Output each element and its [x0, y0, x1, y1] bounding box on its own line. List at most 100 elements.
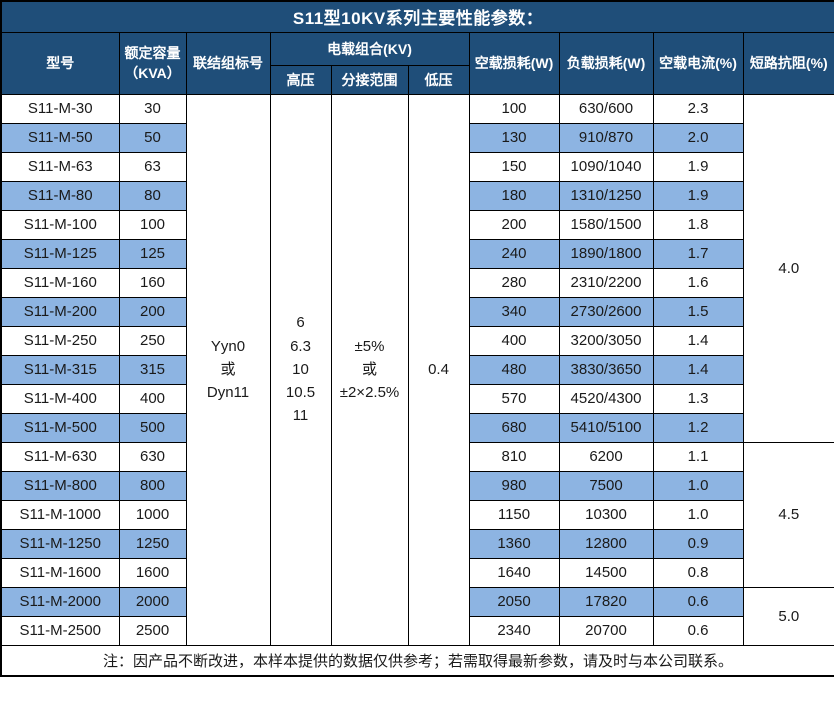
load-loss-cell: 10300 — [558, 499, 654, 530]
model-cell: S11-M-100 — [0, 209, 120, 240]
model-cell: S11-M-125 — [0, 238, 120, 269]
table-row: S11-M-315 315 480 3830/3650 1.4 — [0, 354, 834, 385]
load-loss-cell: 2310/2200 — [558, 267, 654, 298]
impedance-cell: 4.5 — [742, 441, 834, 588]
load-loss-cell: 1890/1800 — [558, 238, 654, 269]
spec-table: S11型10KV系列主要性能参数： 型号 额定容量 （KVA） 联结组标号 电载… — [0, 0, 834, 677]
capacity-cell: 160 — [118, 267, 187, 298]
capacity-cell: 500 — [118, 412, 187, 443]
load-loss-cell: 3830/3650 — [558, 354, 654, 385]
hv-cell-line: 11 — [292, 407, 309, 425]
hv-cell: 6 6.3 10 10.5 11 — [269, 93, 332, 646]
page-title: S11型10KV系列主要性能参数： — [0, 0, 834, 33]
table-row: S11-M-400 400 570 4520/4300 1.3 — [0, 383, 834, 414]
load-loss-cell: 20700 — [558, 615, 654, 646]
capacity-cell: 30 — [118, 93, 187, 124]
load-loss-cell: 630/600 — [558, 93, 654, 124]
no-load-loss-cell: 240 — [468, 238, 560, 269]
load-loss-cell: 1310/1250 — [558, 180, 654, 211]
impedance-cell: 5.0 — [742, 586, 834, 646]
model-cell: S11-M-2500 — [0, 615, 120, 646]
table-row: S11-M-2500 2500 2340 20700 0.6 — [0, 615, 834, 646]
model-cell: S11-M-1600 — [0, 557, 120, 588]
no-load-current-cell: 1.2 — [652, 412, 744, 443]
no-load-current-cell: 1.6 — [652, 267, 744, 298]
no-load-loss-cell: 1150 — [468, 499, 560, 530]
no-load-loss-cell: 480 — [468, 354, 560, 385]
model-cell: S11-M-315 — [0, 354, 120, 385]
title-row: S11型10KV系列主要性能参数： — [0, 0, 834, 33]
no-load-loss-cell: 1640 — [468, 557, 560, 588]
table-row: S11-M-800 800 980 7500 1.0 — [0, 470, 834, 501]
no-load-current-cell: 1.7 — [652, 238, 744, 269]
no-load-current-cell: 0.6 — [652, 586, 744, 617]
capacity-cell: 250 — [118, 325, 187, 356]
header-row-2: 高压 分接范围 低压 — [1, 64, 834, 95]
column-header-capacity: 额定容量 （KVA） — [118, 31, 187, 95]
no-load-current-cell: 0.9 — [652, 528, 744, 559]
table-row: S11-M-160 160 280 2310/2200 1.6 — [0, 267, 834, 298]
column-header-voltage-combo: 电载组合(KV) — [269, 31, 470, 66]
no-load-current-cell: 1.0 — [652, 499, 744, 530]
table-row: S11-M-50 50 130 910/870 2.0 — [0, 122, 834, 153]
model-cell: S11-M-800 — [0, 470, 120, 501]
spec-table-body: S11-M-30 30 Yyn0 或 Dyn11 6 6.3 10 10.5 11 ±5% 或 ±2×2… — [0, 93, 834, 646]
hv-cell-line: 6.3 — [290, 337, 311, 355]
no-load-current-cell: 1.4 — [652, 354, 744, 385]
capacity-cell: 630 — [118, 441, 187, 472]
no-load-current-cell: 0.8 — [652, 557, 744, 588]
no-load-loss-cell: 280 — [468, 267, 560, 298]
capacity-cell: 63 — [118, 151, 187, 182]
model-cell: S11-M-160 — [0, 267, 120, 298]
model-cell: S11-M-1000 — [0, 499, 120, 530]
capacity-cell: 1600 — [118, 557, 187, 588]
capacity-cell: 50 — [118, 122, 187, 153]
capacity-cell: 1000 — [118, 499, 187, 530]
model-cell: S11-M-30 — [0, 93, 120, 124]
no-load-current-cell: 1.1 — [652, 441, 744, 472]
note-row: 注：因产品不断改进，本样本提供的数据仅供参考；若需取得最新参数，请及时与本公司联… — [0, 644, 834, 677]
table-row: S11-M-1250 1250 1360 12800 0.9 — [0, 528, 834, 559]
no-load-current-cell: 1.9 — [652, 151, 744, 182]
capacity-cell: 315 — [118, 354, 187, 385]
lv-cell: 0.4 — [407, 93, 470, 646]
header-row-1: 型号 额定容量 （KVA） 联结组标号 电载组合(KV) 空载损耗(W) 负载损… — [0, 31, 834, 95]
capacity-cell: 400 — [118, 383, 187, 414]
no-load-current-cell: 2.0 — [652, 122, 744, 153]
capacity-cell: 2000 — [118, 586, 187, 617]
table-row: S11-M-630 630 810 6200 1.1 4.5 — [0, 441, 834, 588]
no-load-current-cell: 1.0 — [652, 470, 744, 501]
load-loss-cell: 910/870 — [558, 122, 654, 153]
table-row: S11-M-100 100 200 1580/1500 1.8 — [0, 209, 834, 240]
table-row: S11-M-63 63 150 1090/1040 1.9 — [0, 151, 834, 182]
no-load-loss-cell: 200 — [468, 209, 560, 240]
load-loss-cell: 6200 — [558, 441, 654, 472]
load-loss-cell: 14500 — [558, 557, 654, 588]
column-header-hv: 高压 — [269, 64, 332, 95]
model-cell: S11-M-80 — [0, 180, 120, 211]
capacity-cell: 1250 — [118, 528, 187, 559]
no-load-loss-cell: 400 — [468, 325, 560, 356]
column-header-capacity-line2: （KVA） — [124, 65, 181, 81]
no-load-current-cell: 1.9 — [652, 180, 744, 211]
capacity-cell: 80 — [118, 180, 187, 211]
table-row: S11-M-1600 1600 1640 14500 0.8 — [0, 557, 834, 588]
model-cell: S11-M-63 — [0, 151, 120, 182]
column-header-impedance: 短路抗阻(%) — [742, 31, 834, 95]
no-load-loss-cell: 100 — [468, 93, 560, 124]
load-loss-cell: 17820 — [558, 586, 654, 617]
no-load-loss-cell: 150 — [468, 151, 560, 182]
table-row: S11-M-2000 2000 2050 17820 0.6 5.0 — [0, 586, 834, 646]
vector-group-cell-line: Dyn11 — [206, 384, 250, 402]
load-loss-cell: 1090/1040 — [558, 151, 654, 182]
column-header-model: 型号 — [0, 31, 120, 95]
hv-cell-line: 6 — [296, 314, 305, 332]
no-load-loss-cell: 810 — [468, 441, 560, 472]
column-header-no-load-current: 空载电流(%) — [652, 31, 744, 95]
column-header-capacity-line1: 额定容量 — [124, 45, 181, 61]
no-load-loss-cell: 680 — [468, 412, 560, 443]
table-row: S11-M-200 200 340 2730/2600 1.5 — [0, 296, 834, 327]
tap-range-cell-line: 或 — [361, 360, 377, 378]
table-row: S11-M-30 30 Yyn0 或 Dyn11 6 6.3 10 10.5 11 ±5% 或 ±2×2… — [0, 93, 834, 646]
